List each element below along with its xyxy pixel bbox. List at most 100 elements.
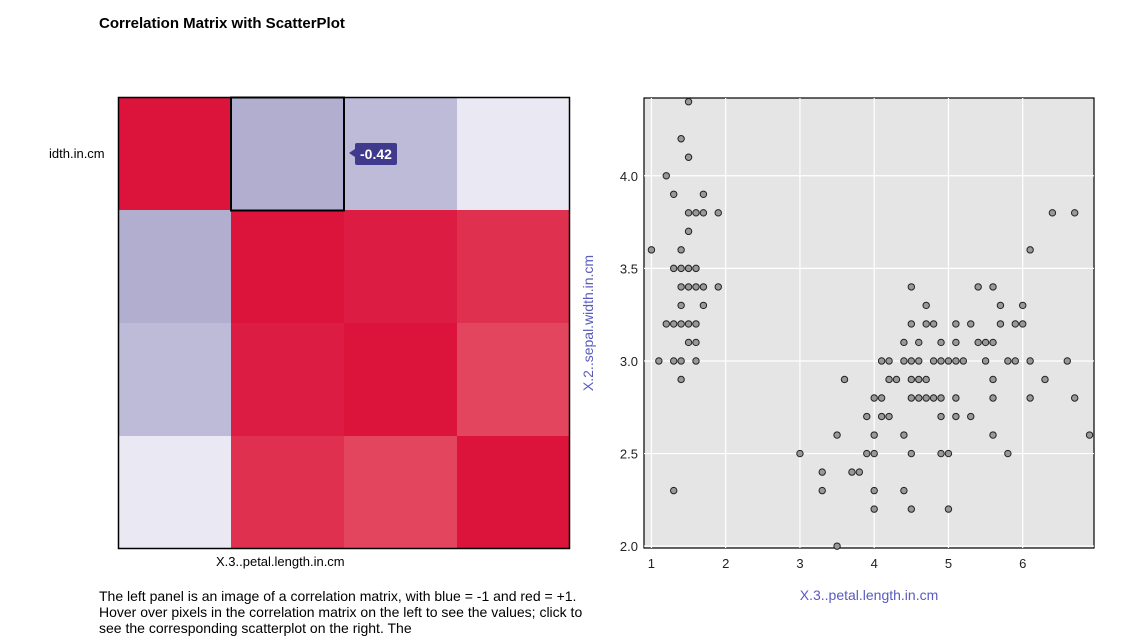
matrix-cell-0-1[interactable]	[231, 97, 344, 210]
scatter-point	[1004, 357, 1012, 365]
matrix-column-label: X.3..petal.length.in.cm	[216, 554, 345, 569]
scatter-point	[870, 449, 878, 458]
scatter-point	[677, 301, 685, 310]
scatter-point	[907, 283, 916, 291]
x-tick-label: 4	[871, 556, 878, 571]
matrix-row-label: idth.in.cm	[49, 146, 105, 161]
scatter-point	[885, 412, 893, 421]
correlation-tooltip: -0.42	[349, 143, 397, 165]
scatter-point	[915, 394, 923, 402]
scatter-point	[907, 449, 916, 458]
scatter-point	[981, 338, 990, 347]
scatter-point	[989, 431, 997, 439]
matrix-cell-3-1[interactable]	[231, 436, 344, 549]
scatter-point	[937, 449, 945, 458]
matrix-cell-0-0[interactable]	[118, 97, 231, 210]
x-tick-label: 1	[648, 556, 655, 571]
scatter-point	[684, 209, 693, 217]
scatter-point	[877, 412, 886, 421]
scatter-point	[670, 190, 678, 198]
scatter-point	[870, 431, 878, 439]
matrix-cell-2-1[interactable]	[231, 323, 344, 436]
scatter-point	[929, 394, 938, 402]
matrix-cell-1-2[interactable]	[344, 210, 457, 323]
matrix-cell-2-2[interactable]	[344, 323, 457, 436]
scatter-point	[900, 357, 908, 365]
matrix-cell-1-0[interactable]	[118, 210, 231, 323]
scatter-point	[796, 449, 804, 458]
scatter-point	[900, 431, 908, 439]
scatter-point	[937, 412, 945, 421]
scatter-point	[1048, 209, 1057, 217]
scatter-plot: 1 2 3 4 5 6 2.0 2.5 3.0 3.5 4.0 X.3..petal.length.…	[580, 97, 1095, 603]
scatter-point	[670, 320, 678, 328]
scatter-point	[989, 394, 997, 402]
scatter-point	[684, 227, 693, 236]
scatter-point	[952, 394, 960, 402]
correlation-matrix[interactable]	[117, 96, 571, 550]
y-tick-label: 2.0	[620, 539, 638, 554]
scatter-point	[1004, 449, 1012, 458]
scatter-point	[915, 338, 923, 347]
scatter-point	[684, 338, 693, 347]
matrix-cell-1-1[interactable]	[231, 210, 344, 323]
scatter-point	[989, 375, 997, 384]
scatter-point	[1041, 375, 1049, 384]
scatter-point	[1063, 357, 1071, 365]
scatter-point	[692, 264, 700, 273]
scatter-point	[885, 357, 893, 365]
scatter-point	[907, 375, 916, 384]
scatter-point	[937, 394, 945, 402]
scatter-point	[929, 320, 938, 328]
scatter-point	[833, 431, 841, 439]
scatter-point	[922, 320, 930, 328]
scatter-point	[677, 357, 685, 365]
scatter-point	[907, 394, 916, 402]
scatter-point	[967, 412, 975, 421]
selected-cell-outline	[230, 96, 345, 212]
matrix-cell-2-3[interactable]	[457, 323, 570, 436]
scatter-point	[684, 264, 693, 273]
matrix-cell-2-0[interactable]	[118, 323, 231, 436]
x-tick-label: 6	[1019, 556, 1026, 571]
matrix-cell-3-3[interactable]	[457, 436, 570, 549]
scatter-point	[692, 357, 700, 365]
plot-panel	[643, 97, 1095, 549]
scatter-point	[699, 283, 708, 291]
scatter-point	[677, 135, 685, 143]
scatter-point	[1026, 357, 1034, 365]
scatter-point	[907, 505, 916, 513]
scatter-point	[818, 486, 826, 495]
scatter-point	[1011, 320, 1019, 328]
scatter-point	[885, 375, 893, 384]
scatter-point	[670, 486, 678, 495]
scatter-point	[684, 153, 693, 161]
scatter-point	[833, 542, 841, 550]
scatter-point	[692, 209, 700, 217]
axis-ticks: 1 2 3 4 5 6 2.0 2.5 3.0 3.5 4.0	[620, 169, 1026, 571]
y-axis-label: X.2..sepal.width.in.cm	[580, 255, 596, 391]
scatter-point	[974, 338, 982, 347]
y-tick-label: 4.0	[620, 169, 638, 184]
scatter-point	[692, 338, 700, 347]
matrix-cell-1-3[interactable]	[457, 210, 570, 323]
matrix-cell-3-2[interactable]	[344, 436, 457, 549]
x-tick-label: 3	[796, 556, 803, 571]
scatter-point	[900, 486, 908, 495]
scatter-point	[684, 320, 693, 328]
x-axis-label: X.3..petal.length.in.cm	[800, 587, 939, 603]
matrix-cell-0-3[interactable]	[457, 97, 570, 210]
matrix-cell-3-0[interactable]	[118, 436, 231, 549]
scatter-point	[944, 505, 953, 513]
scatter-point	[877, 394, 886, 402]
scatter-point	[915, 357, 923, 365]
x-tick-label: 5	[945, 556, 952, 571]
scatter-point	[996, 320, 1005, 328]
scatter-point	[937, 338, 945, 347]
scatter-point	[692, 320, 700, 328]
scatter-point	[900, 338, 908, 347]
scatter-point	[699, 301, 708, 310]
scatter-point	[670, 264, 678, 273]
scatter-point	[915, 375, 923, 384]
scatter-point	[877, 357, 886, 365]
